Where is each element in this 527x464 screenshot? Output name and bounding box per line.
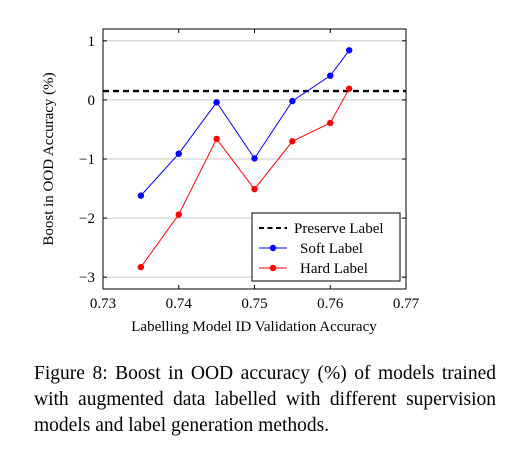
axis-ticks: 1 0 −1 −2 −3 0.73 0.74 0.75 0.76 0.77: [79, 29, 420, 312]
y-tick-label: 0: [88, 93, 96, 109]
data-point-hard-label: [137, 263, 145, 271]
data-point-soft-label: [251, 155, 258, 162]
data-point-hard-label: [251, 185, 258, 193]
legend-box: [251, 212, 401, 282]
y-tick-label: 1: [88, 34, 96, 50]
y-tick-label: −2: [79, 211, 95, 227]
x-tick-label: 0.73: [90, 296, 116, 312]
legend: Preserve Label Soft Label Hard Label: [251, 212, 401, 282]
data-point-hard-label: [213, 135, 220, 143]
data-point-hard-label: [327, 119, 334, 127]
x-tick-label: 0.75: [241, 296, 267, 312]
data-point-soft-label: [345, 47, 353, 54]
x-tick-label: 0.76: [317, 296, 344, 312]
chart: 1 0 −1 −2 −3 0.73 0.74 0.75 0.76 0.77 Labelling M…: [41, 28, 420, 335]
figure-caption: Figure 8: Boost in OOD accuracy (%) of m…: [34, 363, 496, 436]
y-tick-label: −3: [79, 270, 95, 286]
legend-marker-hard-label: [269, 264, 277, 272]
data-point-soft-label: [137, 192, 145, 199]
legend-label-hard-label: Hard Label: [300, 261, 368, 277]
data-point-soft-label: [327, 72, 334, 79]
legend-marker-soft-label: [269, 244, 277, 252]
data-point-hard-label: [289, 138, 296, 145]
x-axis-label: Labelling Model ID Validation Accuracy: [131, 319, 377, 335]
data-point-hard-label: [345, 85, 353, 92]
data-point-soft-label: [175, 150, 182, 157]
series-line-soft-label: [140, 49, 350, 196]
legend-label-soft-label: Soft Label: [300, 241, 363, 257]
data-point-hard-label: [175, 211, 182, 218]
x-tick-label: 0.77: [393, 296, 420, 312]
y-tick-label: −1: [79, 152, 95, 168]
data-point-soft-label: [289, 97, 296, 105]
data-point-soft-label: [213, 99, 220, 106]
legend-label-preserve-label: Preserve Label: [294, 221, 384, 237]
x-tick-label: 0.74: [166, 296, 193, 312]
series-group: [103, 47, 406, 271]
y-axis-label: Boost in OOD Accuracy (%): [41, 72, 57, 245]
